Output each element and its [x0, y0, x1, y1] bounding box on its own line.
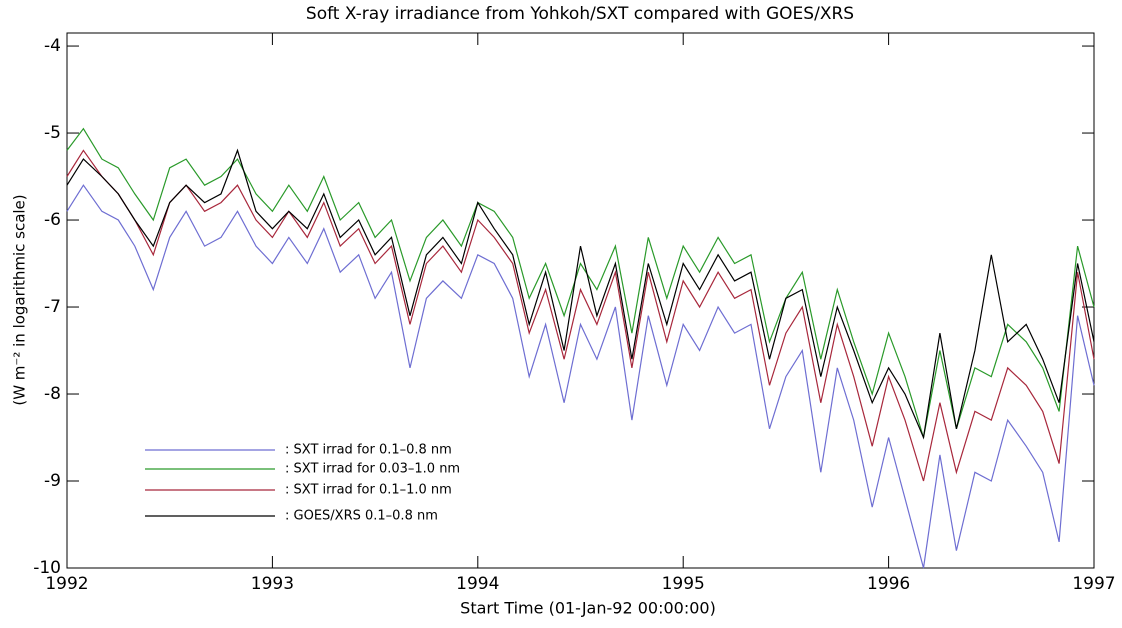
y-tick-label: -4 — [44, 36, 61, 56]
x-tick-label: 1996 — [867, 574, 910, 594]
series-line — [66, 184, 1095, 569]
y-tick-label: -5 — [44, 123, 61, 143]
legend-label: : GOES/XRS 0.1–0.8 nm — [285, 509, 438, 524]
plot-frame — [66, 32, 1095, 569]
x-tick-label: 1993 — [251, 574, 294, 594]
y-tick-label: -9 — [44, 471, 61, 491]
series-line — [66, 149, 1095, 482]
y-tick-label: -7 — [44, 297, 61, 317]
y-tick-label: -6 — [44, 210, 61, 230]
y-tick-label: -8 — [44, 384, 61, 404]
legend-label: : SXT irrad for 0.03–1.0 nm — [285, 462, 460, 477]
series-line — [66, 127, 1095, 438]
x-tick-label: 1997 — [1072, 574, 1115, 594]
y-axis-label: (W m⁻² in logarithmic scale) — [11, 194, 29, 405]
legend-label: : SXT irrad for 0.1–1.0 nm — [285, 483, 452, 498]
series-line — [66, 148, 1095, 440]
legend-label: : SXT irrad for 0.1–0.8 nm — [285, 443, 452, 458]
chart-title: Soft X-ray irradiance from Yohkoh/SXT co… — [306, 4, 854, 24]
x-axis-label: Start Time (01-Jan-92 00:00:00) — [460, 599, 716, 618]
x-tick-label: 1992 — [45, 574, 88, 594]
x-tick-label: 1994 — [456, 574, 499, 594]
y-tick-label: -10 — [33, 558, 61, 578]
x-tick-label: 1995 — [662, 574, 705, 594]
